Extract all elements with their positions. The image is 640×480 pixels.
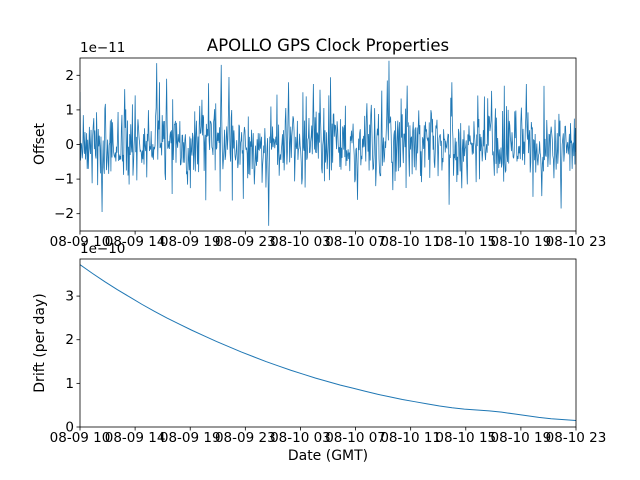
y-tick-label: 0 bbox=[65, 137, 74, 153]
x-tick-label: 08-10 07 bbox=[325, 430, 386, 446]
offset-axis-label: Offset bbox=[32, 122, 48, 166]
y-tick-label: −1 bbox=[54, 172, 74, 188]
x-tick-label: 08-10 19 bbox=[491, 234, 552, 250]
x-tick-label: 08-10 03 bbox=[270, 234, 331, 250]
x-tick-label: 08-09 10 bbox=[50, 430, 111, 446]
drift-scale-text: 1e−10 bbox=[80, 241, 126, 257]
x-tick-label: 08-09 14 bbox=[105, 234, 166, 250]
offset-scale-text: 1e−11 bbox=[80, 40, 126, 56]
x-tick-label: 08-10 15 bbox=[435, 430, 496, 446]
x-axis-label: Date (GMT) bbox=[287, 448, 369, 464]
y-tick-label: 2 bbox=[65, 332, 74, 348]
x-tick-label: 08-10 19 bbox=[491, 430, 552, 446]
x-tick-label: 08-10 03 bbox=[270, 430, 331, 446]
x-tick-label: 08-09 10 bbox=[50, 234, 111, 250]
y-tick-label: 1 bbox=[65, 376, 74, 392]
drift-axes-box bbox=[79, 258, 577, 428]
x-tick-label: 08-10 23 bbox=[546, 234, 607, 250]
x-tick-label: 08-09 23 bbox=[215, 430, 276, 446]
x-tick-label: 08-10 07 bbox=[325, 234, 386, 250]
y-tick-label: 1 bbox=[65, 102, 74, 118]
drift-series-line bbox=[80, 264, 576, 421]
x-tick-label: 08-09 19 bbox=[160, 234, 221, 250]
y-tick-label: 0 bbox=[65, 420, 74, 436]
x-tick-label: 08-09 14 bbox=[105, 430, 166, 446]
y-tick-label: 3 bbox=[65, 289, 74, 305]
x-tick-label: 08-10 15 bbox=[435, 234, 496, 250]
x-tick-label: 08-10 23 bbox=[546, 430, 607, 446]
x-tick-label: 08-10 11 bbox=[380, 234, 441, 250]
x-tick-label: 08-09 23 bbox=[215, 234, 276, 250]
drift-axis-label: Drift (per day) bbox=[32, 293, 48, 393]
x-tick-label: 08-10 11 bbox=[380, 430, 441, 446]
chart-title: APOLLO GPS Clock Properties bbox=[206, 36, 450, 55]
x-tick-label: 08-09 19 bbox=[160, 430, 221, 446]
y-tick-label: 2 bbox=[65, 68, 74, 84]
offset-series-line bbox=[80, 60, 576, 226]
y-tick-label: −2 bbox=[54, 206, 74, 222]
